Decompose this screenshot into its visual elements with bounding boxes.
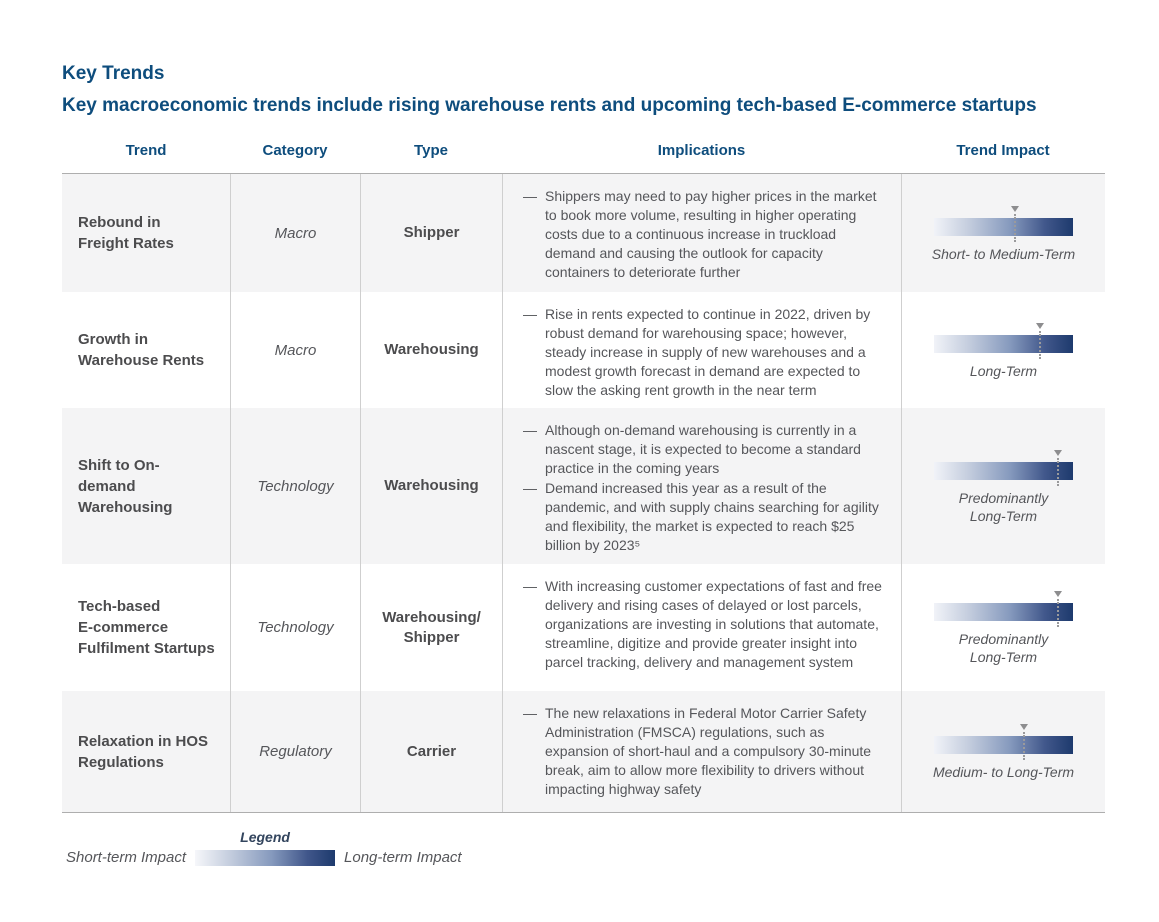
impact-gradient-bar	[934, 334, 1073, 353]
bullet-dash: —	[523, 422, 537, 438]
implication-bullet: — Shippers may need to pay higher prices…	[523, 187, 889, 282]
type-cell: Warehousing/ Shipper	[360, 564, 502, 691]
impact-bar-wrap	[934, 322, 1073, 359]
legend: Short-term Impact Legend Long-term Impac…	[66, 829, 1105, 866]
column-header-trend-impact: Trend Impact	[956, 142, 1050, 159]
page-subtitle: Key macroeconomic trends include rising …	[62, 95, 1037, 116]
marker-dotted-line	[1056, 457, 1059, 486]
marker-triangle-icon	[1053, 591, 1062, 597]
impact-bar-wrap	[934, 205, 1073, 242]
type-cell: Shipper	[360, 174, 502, 292]
implications-cell: — Although on-demand warehousing is curr…	[502, 408, 901, 564]
table-row: Rebound in Freight Rates Macro Shipper —…	[62, 174, 1105, 292]
category-cell: Macro	[230, 292, 360, 408]
implication-bullet: — With increasing customer expectations …	[523, 577, 889, 672]
impact-label: Short- to Medium-Term	[931, 245, 1076, 262]
bullet-dash: —	[523, 705, 537, 721]
type-cell: Warehousing	[360, 408, 502, 564]
table-row: Relaxation in HOS Regulations Regulatory…	[62, 691, 1105, 812]
implication-text: Although on-demand warehousing is curren…	[545, 422, 861, 476]
trend-cell: Tech-based E-commerce Fulfilment Startup…	[78, 598, 215, 657]
bullet-dash: —	[523, 188, 537, 204]
category-cell: Technology	[230, 408, 360, 564]
impact-label: Predominantly Long-Term	[958, 489, 1049, 524]
impact-gradient-bar	[934, 461, 1073, 480]
type-cell: Carrier	[360, 691, 502, 812]
column-header-type: Type	[414, 142, 448, 159]
table-body: Rebound in Freight Rates Macro Shipper —…	[62, 173, 1105, 813]
column-header-trend: Trend	[125, 142, 167, 159]
impact-bar-wrap	[934, 591, 1073, 627]
legend-gradient-bar	[195, 850, 336, 866]
implications-cell: — With increasing customer expectations …	[502, 564, 901, 691]
impact-bar-wrap	[934, 724, 1073, 760]
legend-short-term-label: Short-term Impact	[66, 849, 187, 866]
category-cell: Regulatory	[230, 691, 360, 812]
table-header-row: Trend Category Type Implications Trend I…	[62, 136, 1105, 173]
marker-triangle-icon	[1010, 205, 1019, 212]
trend-cell: Rebound in Freight Rates	[78, 214, 174, 252]
marker-dotted-line	[1013, 213, 1016, 242]
bullet-dash: —	[523, 578, 537, 594]
bullet-dash: —	[523, 480, 537, 496]
impact-cell: Long-Term	[901, 292, 1105, 408]
trend-cell: Shift to On- demand Warehousing	[78, 456, 173, 516]
marker-dotted-line	[1023, 732, 1026, 760]
column-header-implications: Implications	[657, 142, 746, 159]
bullet-dash: —	[523, 306, 537, 322]
legend-center: Legend	[195, 829, 336, 866]
impact-cell: Medium- to Long-Term	[901, 691, 1105, 812]
marker-triangle-icon	[1053, 449, 1062, 456]
table-row: Shift to On- demand Warehousing Technolo…	[62, 408, 1105, 564]
impact-label: Long-Term	[969, 362, 1038, 379]
legend-long-term-label: Long-term Impact	[344, 849, 462, 866]
marker-triangle-icon	[1020, 724, 1029, 730]
implication-bullet: — Demand increased this year as a result…	[523, 479, 889, 555]
category-cell: Macro	[230, 174, 360, 292]
impact-label: Predominantly Long-Term	[958, 631, 1049, 665]
impact-gradient-bar	[934, 217, 1073, 236]
type-cell: Warehousing	[360, 292, 502, 408]
implications-cell: — The new relaxations in Federal Motor C…	[502, 691, 901, 812]
marker-triangle-icon	[1035, 322, 1044, 329]
trend-cell: Growth in Warehouse Rents	[78, 331, 205, 369]
key-trends-table: Trend Category Type Implications Trend I…	[62, 136, 1105, 813]
impact-gradient-bar	[934, 736, 1073, 754]
table-row: Tech-based E-commerce Fulfilment Startup…	[62, 564, 1105, 691]
marker-dotted-line	[1056, 599, 1059, 627]
impact-bar-wrap	[934, 449, 1073, 486]
impact-gradient-bar	[934, 603, 1073, 621]
implication-text: Shippers may need to pay higher prices i…	[545, 188, 877, 280]
marker-dotted-line	[1038, 330, 1041, 359]
implication-text: With increasing customer expectations of…	[545, 578, 882, 670]
implication-bullet: — Rise in rents expected to continue in …	[523, 305, 889, 400]
impact-cell: Short- to Medium-Term	[901, 174, 1105, 292]
impact-cell: Predominantly Long-Term	[901, 564, 1105, 691]
impact-label: Medium- to Long-Term	[932, 764, 1075, 780]
implications-cell: — Rise in rents expected to continue in …	[502, 292, 901, 408]
implications-cell: — Shippers may need to pay higher prices…	[502, 174, 901, 292]
page-title: Key Trends	[62, 63, 165, 84]
implication-text: The new relaxations in Federal Motor Car…	[545, 705, 872, 797]
column-header-category: Category	[262, 142, 328, 159]
legend-title: Legend	[240, 829, 290, 845]
trend-cell: Relaxation in HOS Regulations	[78, 732, 209, 771]
implication-text: Demand increased this year as a result o…	[545, 480, 879, 553]
implication-bullet: — The new relaxations in Federal Motor C…	[523, 704, 889, 799]
impact-cell: Predominantly Long-Term	[901, 408, 1105, 564]
table-row: Growth in Warehouse Rents Macro Warehous…	[62, 292, 1105, 408]
implication-text: Rise in rents expected to continue in 20…	[545, 306, 871, 398]
category-cell: Technology	[230, 564, 360, 691]
implication-bullet: — Although on-demand warehousing is curr…	[523, 421, 889, 478]
